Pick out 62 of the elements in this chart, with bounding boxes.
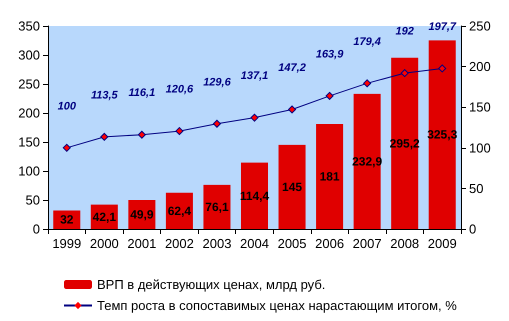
bar [428, 40, 456, 229]
data-label: 120,6 [166, 84, 194, 96]
point [400, 69, 409, 78]
x-tick-label: 2002 [164, 236, 194, 251]
data-label: 145 [282, 180, 302, 194]
x-tick-label: 2009 [428, 236, 457, 251]
y2-tick-label: 100 [469, 140, 491, 156]
bar [316, 124, 344, 229]
bar [203, 184, 230, 229]
bar [391, 58, 418, 229]
point [175, 127, 184, 136]
x-tick-label: 2007 [352, 236, 382, 251]
x-tick-label: 2005 [278, 236, 307, 251]
x-tick-label: 1999 [52, 236, 82, 251]
y2-tick-label: 0 [469, 222, 476, 236]
data-label: 147,2 [278, 62, 306, 74]
data-label: 129,6 [203, 76, 232, 88]
data-label: 32 [60, 212, 74, 227]
data-label: 197,7 [428, 20, 457, 33]
x-tick-label: 2003 [202, 236, 232, 251]
bar [354, 94, 381, 229]
point [250, 114, 258, 122]
data-label: 137,1 [240, 70, 268, 82]
x-tick-label: 2001 [127, 236, 156, 251]
point [62, 144, 71, 152]
x-tick-label: 2006 [315, 236, 344, 251]
data-label: 181 [320, 170, 340, 184]
data-label: 116,1 [128, 87, 156, 100]
legend-label: ВРП в действующих ценах, млрд руб. [97, 277, 326, 292]
x-tick-label: 2008 [390, 236, 420, 251]
x-tick-label: 2000 [90, 236, 119, 251]
data-label: 179,4 [353, 36, 381, 48]
y-tick-label: 300 [18, 48, 40, 62]
y2-tick-label: 150 [469, 100, 491, 115]
y2-tick-label: 200 [469, 59, 491, 74]
data-label: 100 [58, 100, 77, 112]
data-label: 76,1 [205, 200, 229, 214]
x-tick-label: 2004 [240, 236, 269, 251]
y2-tick-label: 50 [469, 180, 484, 196]
data-label: 49,9 [130, 208, 154, 222]
y-tick-label: 100 [18, 164, 40, 178]
y2-tick-label: 250 [469, 18, 491, 34]
data-label: 62,4 [168, 204, 192, 218]
y-tick-label: 200 [18, 106, 40, 120]
y-tick-label: 0 [32, 222, 40, 236]
data-label: 163,9 [316, 48, 344, 60]
point [326, 92, 334, 100]
point [212, 120, 221, 128]
point [438, 64, 446, 72]
point [138, 130, 146, 139]
data-label: 192 [396, 26, 414, 38]
y-tick-label: 50 [26, 192, 40, 208]
y-tick-label: 350 [18, 18, 40, 34]
y-tick-label: 150 [18, 134, 40, 150]
data-label: 113,5 [90, 89, 119, 102]
legend-label: Темп роста в сопоставимых ценах нарастающим итогом, % [97, 298, 458, 313]
bar [278, 144, 306, 229]
data-label: 42,1 [92, 210, 116, 224]
point [363, 79, 372, 88]
point [288, 105, 296, 114]
y-tick-label: 250 [18, 76, 40, 92]
point [100, 132, 108, 141]
